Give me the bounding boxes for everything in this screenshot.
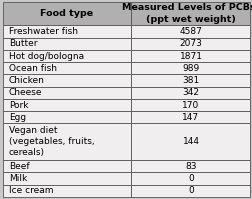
Text: Measured Levels of PCBs*
(ppt wet weight): Measured Levels of PCBs* (ppt wet weight… <box>121 3 252 24</box>
Text: 0: 0 <box>187 186 193 195</box>
Bar <box>131 62 249 74</box>
Text: 147: 147 <box>182 113 199 122</box>
Text: 170: 170 <box>182 101 199 110</box>
Bar <box>3 99 131 111</box>
Bar <box>3 62 131 74</box>
Text: Ice cream: Ice cream <box>9 186 53 195</box>
Text: 989: 989 <box>182 64 199 73</box>
Text: Butter: Butter <box>9 39 37 48</box>
Bar <box>131 2 249 25</box>
Text: Cheese: Cheese <box>9 88 42 97</box>
Bar <box>131 74 249 87</box>
Text: Milk: Milk <box>9 174 27 183</box>
Text: 1871: 1871 <box>179 52 202 60</box>
Bar <box>131 160 249 173</box>
Text: 0: 0 <box>187 174 193 183</box>
Bar <box>3 25 131 38</box>
Bar <box>131 87 249 99</box>
Text: Ocean fish: Ocean fish <box>9 64 57 73</box>
Bar <box>3 2 131 25</box>
Bar <box>131 50 249 62</box>
Text: Freshwater fish: Freshwater fish <box>9 27 78 36</box>
Text: 2073: 2073 <box>179 39 202 48</box>
Text: Hot dog/bologna: Hot dog/bologna <box>9 52 84 60</box>
Bar <box>131 99 249 111</box>
Bar <box>3 185 131 197</box>
Text: Beef: Beef <box>9 162 29 171</box>
Bar <box>3 173 131 185</box>
Bar <box>3 123 131 160</box>
Text: Pork: Pork <box>9 101 28 110</box>
Text: 4587: 4587 <box>179 27 202 36</box>
Bar <box>131 185 249 197</box>
Bar <box>3 50 131 62</box>
Text: 83: 83 <box>184 162 196 171</box>
Bar <box>3 38 131 50</box>
Bar <box>131 173 249 185</box>
Text: Chicken: Chicken <box>9 76 45 85</box>
Bar <box>131 25 249 38</box>
Bar <box>131 38 249 50</box>
Text: Vegan diet
(vegetables, fruits,
cereals): Vegan diet (vegetables, fruits, cereals) <box>9 126 94 157</box>
Bar <box>3 74 131 87</box>
Bar <box>3 111 131 123</box>
Text: 144: 144 <box>182 137 199 146</box>
Text: 342: 342 <box>182 88 199 97</box>
Text: Egg: Egg <box>9 113 26 122</box>
Bar <box>131 111 249 123</box>
Text: 381: 381 <box>182 76 199 85</box>
Bar <box>131 123 249 160</box>
Bar <box>3 160 131 173</box>
Bar <box>3 87 131 99</box>
Text: Food type: Food type <box>40 9 93 18</box>
